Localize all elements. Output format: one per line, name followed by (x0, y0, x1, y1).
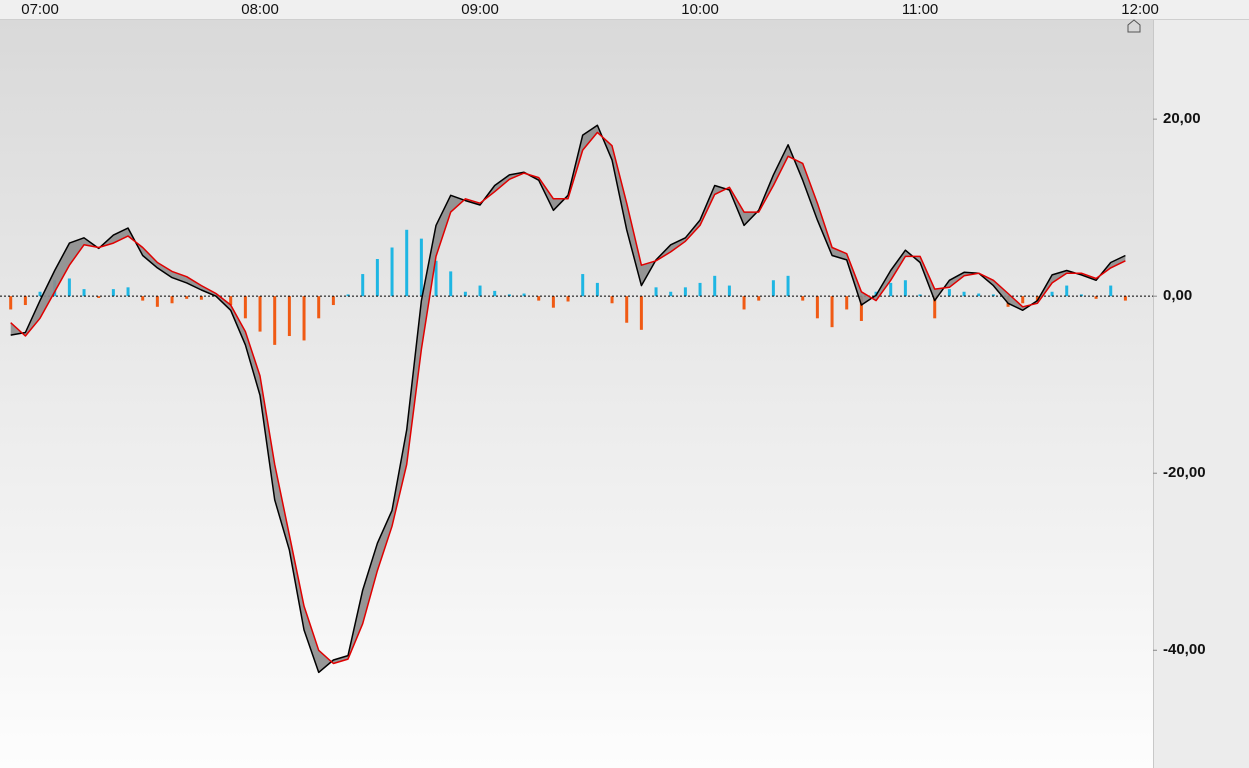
histogram-bar (97, 296, 101, 298)
histogram-bar (331, 296, 335, 306)
histogram-bar (889, 282, 893, 297)
histogram-bar (141, 296, 145, 301)
line (10, 131, 1126, 665)
histogram-bar (1050, 291, 1054, 297)
histogram-bar (1065, 285, 1069, 297)
histogram-bar (669, 291, 673, 297)
histogram-bar (1123, 296, 1127, 301)
histogram-bar (610, 296, 614, 304)
histogram-bar (346, 294, 350, 297)
x-tick-label: 08:00 (241, 1, 279, 18)
histogram-bar (771, 280, 775, 297)
histogram-bar (434, 260, 438, 297)
histogram-bar (390, 247, 394, 297)
histogram-bar (595, 282, 599, 297)
x-tick-label: 09:00 (461, 1, 499, 18)
histogram-bar (786, 275, 790, 297)
histogram-bar (933, 296, 937, 319)
histogram-bar (713, 275, 717, 297)
histogram-bar (654, 287, 658, 297)
histogram-bar (625, 296, 629, 323)
y-tick-label: -20,00 (1163, 464, 1206, 481)
histogram-bar (287, 296, 291, 337)
histogram-bar (537, 296, 541, 301)
histogram-bar (258, 296, 262, 332)
histogram-bar (361, 274, 365, 297)
histogram-bar (566, 296, 570, 302)
histogram-bar (507, 294, 511, 297)
histogram-bar (581, 274, 585, 297)
time-axis (0, 0, 1249, 20)
histogram-bar (903, 280, 907, 297)
histogram-bar (375, 259, 379, 297)
histogram-bar (38, 291, 42, 297)
histogram-bar (9, 296, 13, 310)
histogram-bar (859, 296, 863, 321)
histogram-bar (801, 296, 805, 301)
histogram-bar (698, 282, 702, 297)
y-tick-label: -40,00 (1163, 641, 1206, 658)
histogram-bar (126, 287, 130, 297)
histogram-bar (815, 296, 819, 319)
histogram-bar (302, 296, 306, 341)
histogram-bar (155, 296, 159, 307)
histogram-bar (170, 296, 174, 304)
histogram-bar (273, 296, 277, 345)
histogram-bar (683, 287, 687, 297)
x-tick-label: 12:00 (1121, 1, 1159, 18)
histogram-bar (551, 296, 555, 308)
histogram-bar (1021, 296, 1025, 304)
histogram-bar (522, 293, 526, 297)
histogram-bar (23, 296, 27, 306)
histogram-bar (991, 294, 995, 297)
histogram-bar (199, 296, 203, 300)
histogram-bar (1035, 296, 1039, 301)
histogram-bar (317, 296, 321, 319)
x-tick-label: 07:00 (21, 1, 59, 18)
home-icon[interactable] (1127, 19, 1141, 33)
histogram-bar (463, 291, 467, 297)
histogram-bar (830, 296, 834, 328)
histogram-bar (757, 296, 761, 301)
histogram-bar (962, 291, 966, 297)
histogram-bar (229, 296, 233, 306)
y-tick-label: 0,00 (1163, 287, 1192, 304)
histogram-bar (493, 290, 497, 297)
plot-area (0, 20, 1153, 768)
histogram-bar (845, 296, 849, 310)
histogram-bar (1079, 294, 1083, 297)
histogram-bar (977, 293, 981, 297)
line (10, 124, 1126, 674)
x-tick-label: 11:00 (902, 1, 938, 18)
histogram-bar (1094, 296, 1098, 299)
histogram-bar (419, 238, 423, 297)
histogram-bar (727, 285, 731, 297)
histogram-bar (82, 289, 86, 297)
histogram-bar (918, 294, 922, 297)
histogram-bar (742, 296, 746, 310)
value-axis (1153, 20, 1249, 768)
histogram-bar (243, 296, 247, 319)
histogram-bar (185, 296, 189, 299)
histogram-bar (947, 289, 951, 297)
histogram-bar (111, 289, 115, 297)
histogram-bar (639, 296, 643, 330)
histogram-bar (67, 278, 71, 297)
y-tick-label: 20,00 (1163, 110, 1201, 127)
histogram-bar (405, 229, 409, 297)
x-tick-label: 10:00 (681, 1, 719, 18)
histogram-bar (1109, 285, 1113, 297)
histogram-bar (449, 271, 453, 297)
histogram-bar (478, 285, 482, 297)
